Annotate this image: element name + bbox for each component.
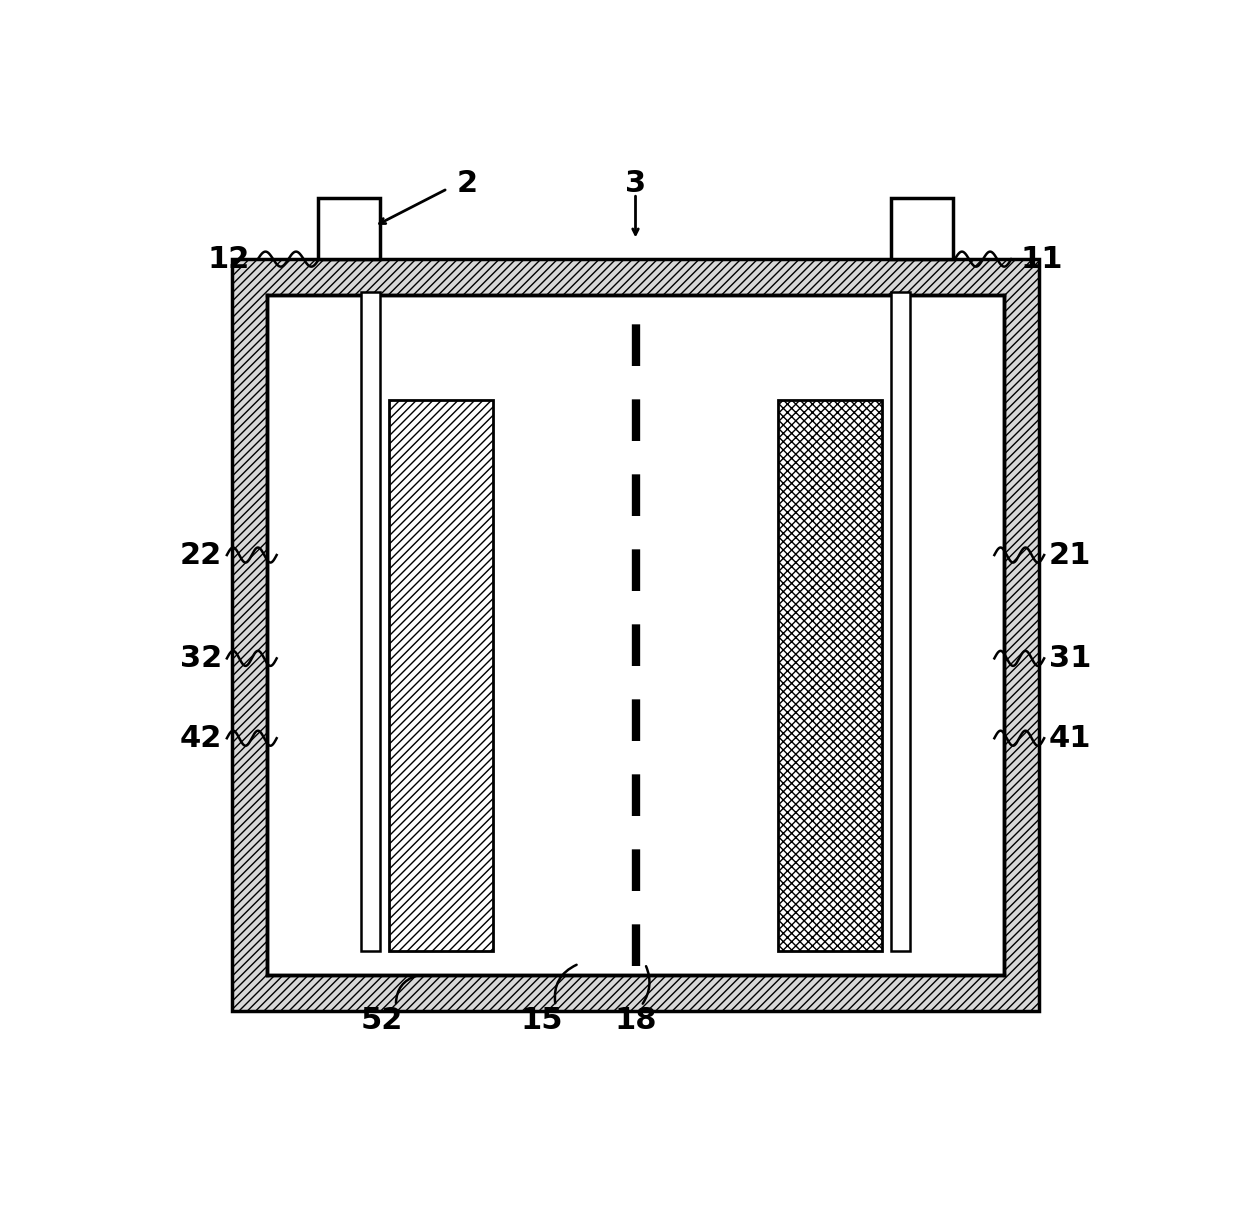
Text: 22: 22	[180, 540, 222, 570]
Text: 21: 21	[1049, 540, 1091, 570]
Text: 52: 52	[361, 1005, 403, 1035]
Bar	[232, 259, 1039, 1010]
Text: 41: 41	[1049, 723, 1091, 753]
Bar	[892, 198, 952, 259]
Text: 12: 12	[208, 245, 250, 273]
Bar	[361, 292, 379, 952]
Text: 2: 2	[458, 170, 479, 199]
Bar	[268, 295, 1003, 975]
Text: 18: 18	[614, 1005, 657, 1035]
Text: 15: 15	[521, 1005, 563, 1035]
Text: 3: 3	[625, 170, 646, 199]
Text: 42: 42	[180, 723, 222, 753]
Bar	[779, 400, 882, 952]
Text: 32: 32	[180, 644, 222, 673]
Bar	[389, 400, 492, 952]
Text: 11: 11	[1021, 245, 1063, 273]
Text: 31: 31	[1049, 644, 1091, 673]
Bar	[892, 292, 910, 952]
Bar	[319, 198, 379, 259]
